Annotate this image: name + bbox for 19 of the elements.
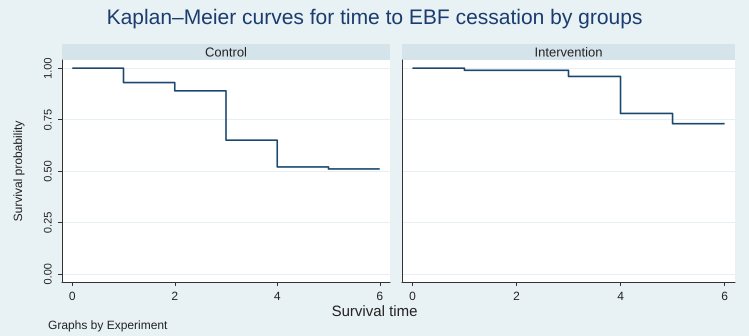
x-axis-title: Survival time [332,303,418,320]
x-tick-label: 4 [617,289,624,303]
x-tick-label: 6 [721,289,728,303]
chart-subtitle: Intervention [534,44,602,60]
y-axis-title: Survival probability [11,120,25,222]
x-tick-label: 6 [376,289,384,303]
y-tick-label: 0.75 [42,108,54,130]
x-tick-label: 0 [409,289,416,303]
x-tick-label: 2 [513,289,520,303]
y-tick-label: 0.50 [42,160,54,182]
y-tick-label: 0.00 [42,263,54,284]
chart-subtitle: Control [205,44,248,60]
y-tick-label: 1.00 [42,58,54,79]
x-tick-label: 2 [171,289,178,303]
chart-title: Kaplan–Meier curves for time to EBF cessation by groups [106,6,644,30]
text: Graphs by Experiment [48,318,168,332]
y-tick-label: 0.25 [42,212,54,234]
x-tick-label: 0 [68,289,76,303]
x-tick-label: 4 [274,289,281,303]
